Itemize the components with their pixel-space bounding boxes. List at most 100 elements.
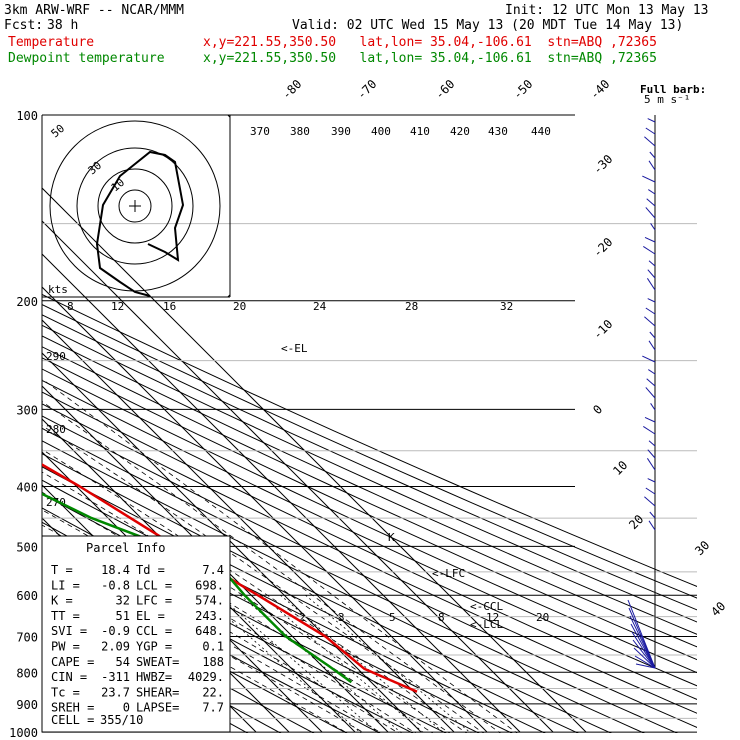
parcel-param-label: LAPSE= bbox=[136, 701, 179, 715]
parcel-param-label: Td = bbox=[136, 563, 165, 577]
parcel-param-label: LI = bbox=[51, 578, 80, 592]
wind-barb bbox=[646, 278, 656, 291]
parcel-param-value: 648. bbox=[195, 624, 224, 638]
moist-adiabat bbox=[42, 401, 501, 733]
wind-barb bbox=[647, 449, 656, 459]
wind-barb bbox=[648, 440, 656, 447]
isotherm-label: -20 bbox=[590, 235, 615, 260]
wind-barb bbox=[633, 647, 656, 669]
model-title: 3km ARW-WRF -- NCAR/MMM bbox=[4, 3, 185, 18]
parcel-param-value: -0.9 bbox=[101, 624, 130, 638]
isotherm-label: 20 bbox=[626, 512, 646, 532]
dry-adiabat bbox=[42, 415, 697, 728]
parcel-param-label: SVI = bbox=[51, 624, 87, 638]
parcel-param-label: LCL = bbox=[136, 578, 172, 592]
wind-barb bbox=[634, 655, 656, 669]
parcel-param-value: 54 bbox=[116, 655, 130, 669]
parcel-param-value: 243. bbox=[195, 609, 224, 623]
pressure-label-600: 600 bbox=[16, 589, 38, 603]
wind-barb bbox=[645, 387, 656, 399]
isotherm-line bbox=[42, 286, 488, 733]
hodograph-axis-label: 32 bbox=[500, 300, 513, 313]
hodograph-axis-label: 28 bbox=[405, 300, 418, 313]
wind-barb bbox=[647, 269, 656, 279]
theta-label: 420 bbox=[450, 125, 470, 138]
theta-label: 430 bbox=[488, 125, 508, 138]
mixing-ratio-label: 3 bbox=[338, 611, 345, 624]
mixing-ratio-line bbox=[261, 594, 425, 733]
isotherm-line bbox=[42, 253, 521, 733]
wind-barb bbox=[648, 369, 656, 375]
wind-barb bbox=[630, 623, 656, 669]
profile-dewpoint bbox=[42, 492, 353, 684]
barb-legend-units: 5 m s⁻¹ bbox=[644, 93, 690, 106]
mixing-ratio-label: 8 bbox=[438, 611, 445, 624]
dry-adiabat bbox=[42, 403, 697, 714]
theta-label: 380 bbox=[290, 125, 310, 138]
wind-barb bbox=[645, 487, 656, 495]
parcel-param-value: 18.4 bbox=[101, 563, 130, 577]
parcel-param-label: PW = bbox=[51, 640, 80, 654]
hodograph-axis-label: 8 bbox=[67, 300, 74, 313]
mixing-ratio-line bbox=[201, 594, 362, 733]
annotation-label: <-EL bbox=[281, 342, 308, 355]
hodograph-axis-label: 12 bbox=[111, 300, 124, 313]
moist-adiabat bbox=[42, 448, 468, 733]
parcel-param-label: SWEAT= bbox=[136, 655, 179, 669]
dry-adiabat bbox=[42, 440, 645, 733]
pressure-label-500: 500 bbox=[16, 540, 38, 554]
parcel-param-value: 7.7 bbox=[202, 701, 224, 715]
pressure-label-900: 900 bbox=[16, 698, 38, 712]
parcel-param-label: Tc = bbox=[51, 685, 80, 699]
dry-adiabat bbox=[42, 466, 579, 733]
isotherm-label: -70 bbox=[354, 77, 379, 102]
wind-barb bbox=[645, 207, 656, 219]
wind-barb bbox=[645, 127, 656, 135]
wind-barb bbox=[643, 425, 656, 435]
wind-barb bbox=[644, 496, 656, 507]
parcel-param-label: CAPE = bbox=[51, 655, 94, 669]
dry-adiabat bbox=[42, 335, 697, 635]
mixing-ratio-label: 12 bbox=[486, 611, 499, 624]
isotherm-label: 0 bbox=[590, 402, 605, 417]
wind-barb bbox=[646, 378, 656, 387]
parcel-param-label: T = bbox=[51, 563, 73, 577]
valid-time: Valid: 02 UTC Wed 15 May 13 (20 MDT Tue … bbox=[292, 18, 684, 33]
pressure-axis-labels: 100 200 300 400 500 600 700 800 900 1000 bbox=[9, 109, 38, 740]
mixing-ratio-label: 5 bbox=[389, 611, 396, 624]
wind-barb bbox=[644, 136, 656, 147]
wind-barb bbox=[644, 316, 656, 327]
isotherm-line bbox=[42, 319, 455, 733]
wind-barb bbox=[646, 198, 656, 207]
wind-barb bbox=[649, 151, 656, 159]
dry-adiabat bbox=[42, 379, 697, 687]
pressure-label-300: 300 bbox=[16, 403, 38, 417]
wind-barb bbox=[645, 307, 656, 315]
wind-barb bbox=[644, 236, 656, 243]
dry-adiabat bbox=[42, 391, 697, 700]
annotation-label: <-LCL bbox=[470, 618, 503, 631]
wind-barb bbox=[650, 403, 656, 411]
wind-barb bbox=[648, 160, 656, 171]
theta-label: 290 bbox=[46, 350, 66, 363]
parcel-param-value: -311 bbox=[101, 670, 130, 684]
isotherm-label: -30 bbox=[590, 152, 615, 177]
parcel-param-label: SREH = bbox=[51, 701, 94, 715]
mixing-ratio-labels: 2 3 5 8 12 20 bbox=[299, 611, 549, 624]
hodograph-axis-label: 20 bbox=[233, 300, 246, 313]
theta-label: 370 bbox=[250, 125, 270, 138]
wind-barb bbox=[647, 478, 656, 483]
parcel-param-label: YGP = bbox=[136, 640, 172, 654]
parcel-param-value: 574. bbox=[195, 594, 224, 608]
parcel-param-label: K = bbox=[51, 594, 73, 608]
wind-barb bbox=[649, 511, 656, 519]
wind-barb bbox=[649, 331, 656, 339]
isotherm-label: -50 bbox=[510, 77, 535, 102]
parcel-param-label: HWBZ= bbox=[136, 670, 172, 684]
wind-barb bbox=[635, 663, 656, 669]
parcel-param-label: SHEAR= bbox=[136, 685, 179, 699]
wind-barb bbox=[644, 416, 656, 423]
barb-legend-title: Full barb: bbox=[640, 83, 706, 96]
parcel-param-value: 23.7 bbox=[101, 685, 130, 699]
theta-label: 390 bbox=[331, 125, 351, 138]
